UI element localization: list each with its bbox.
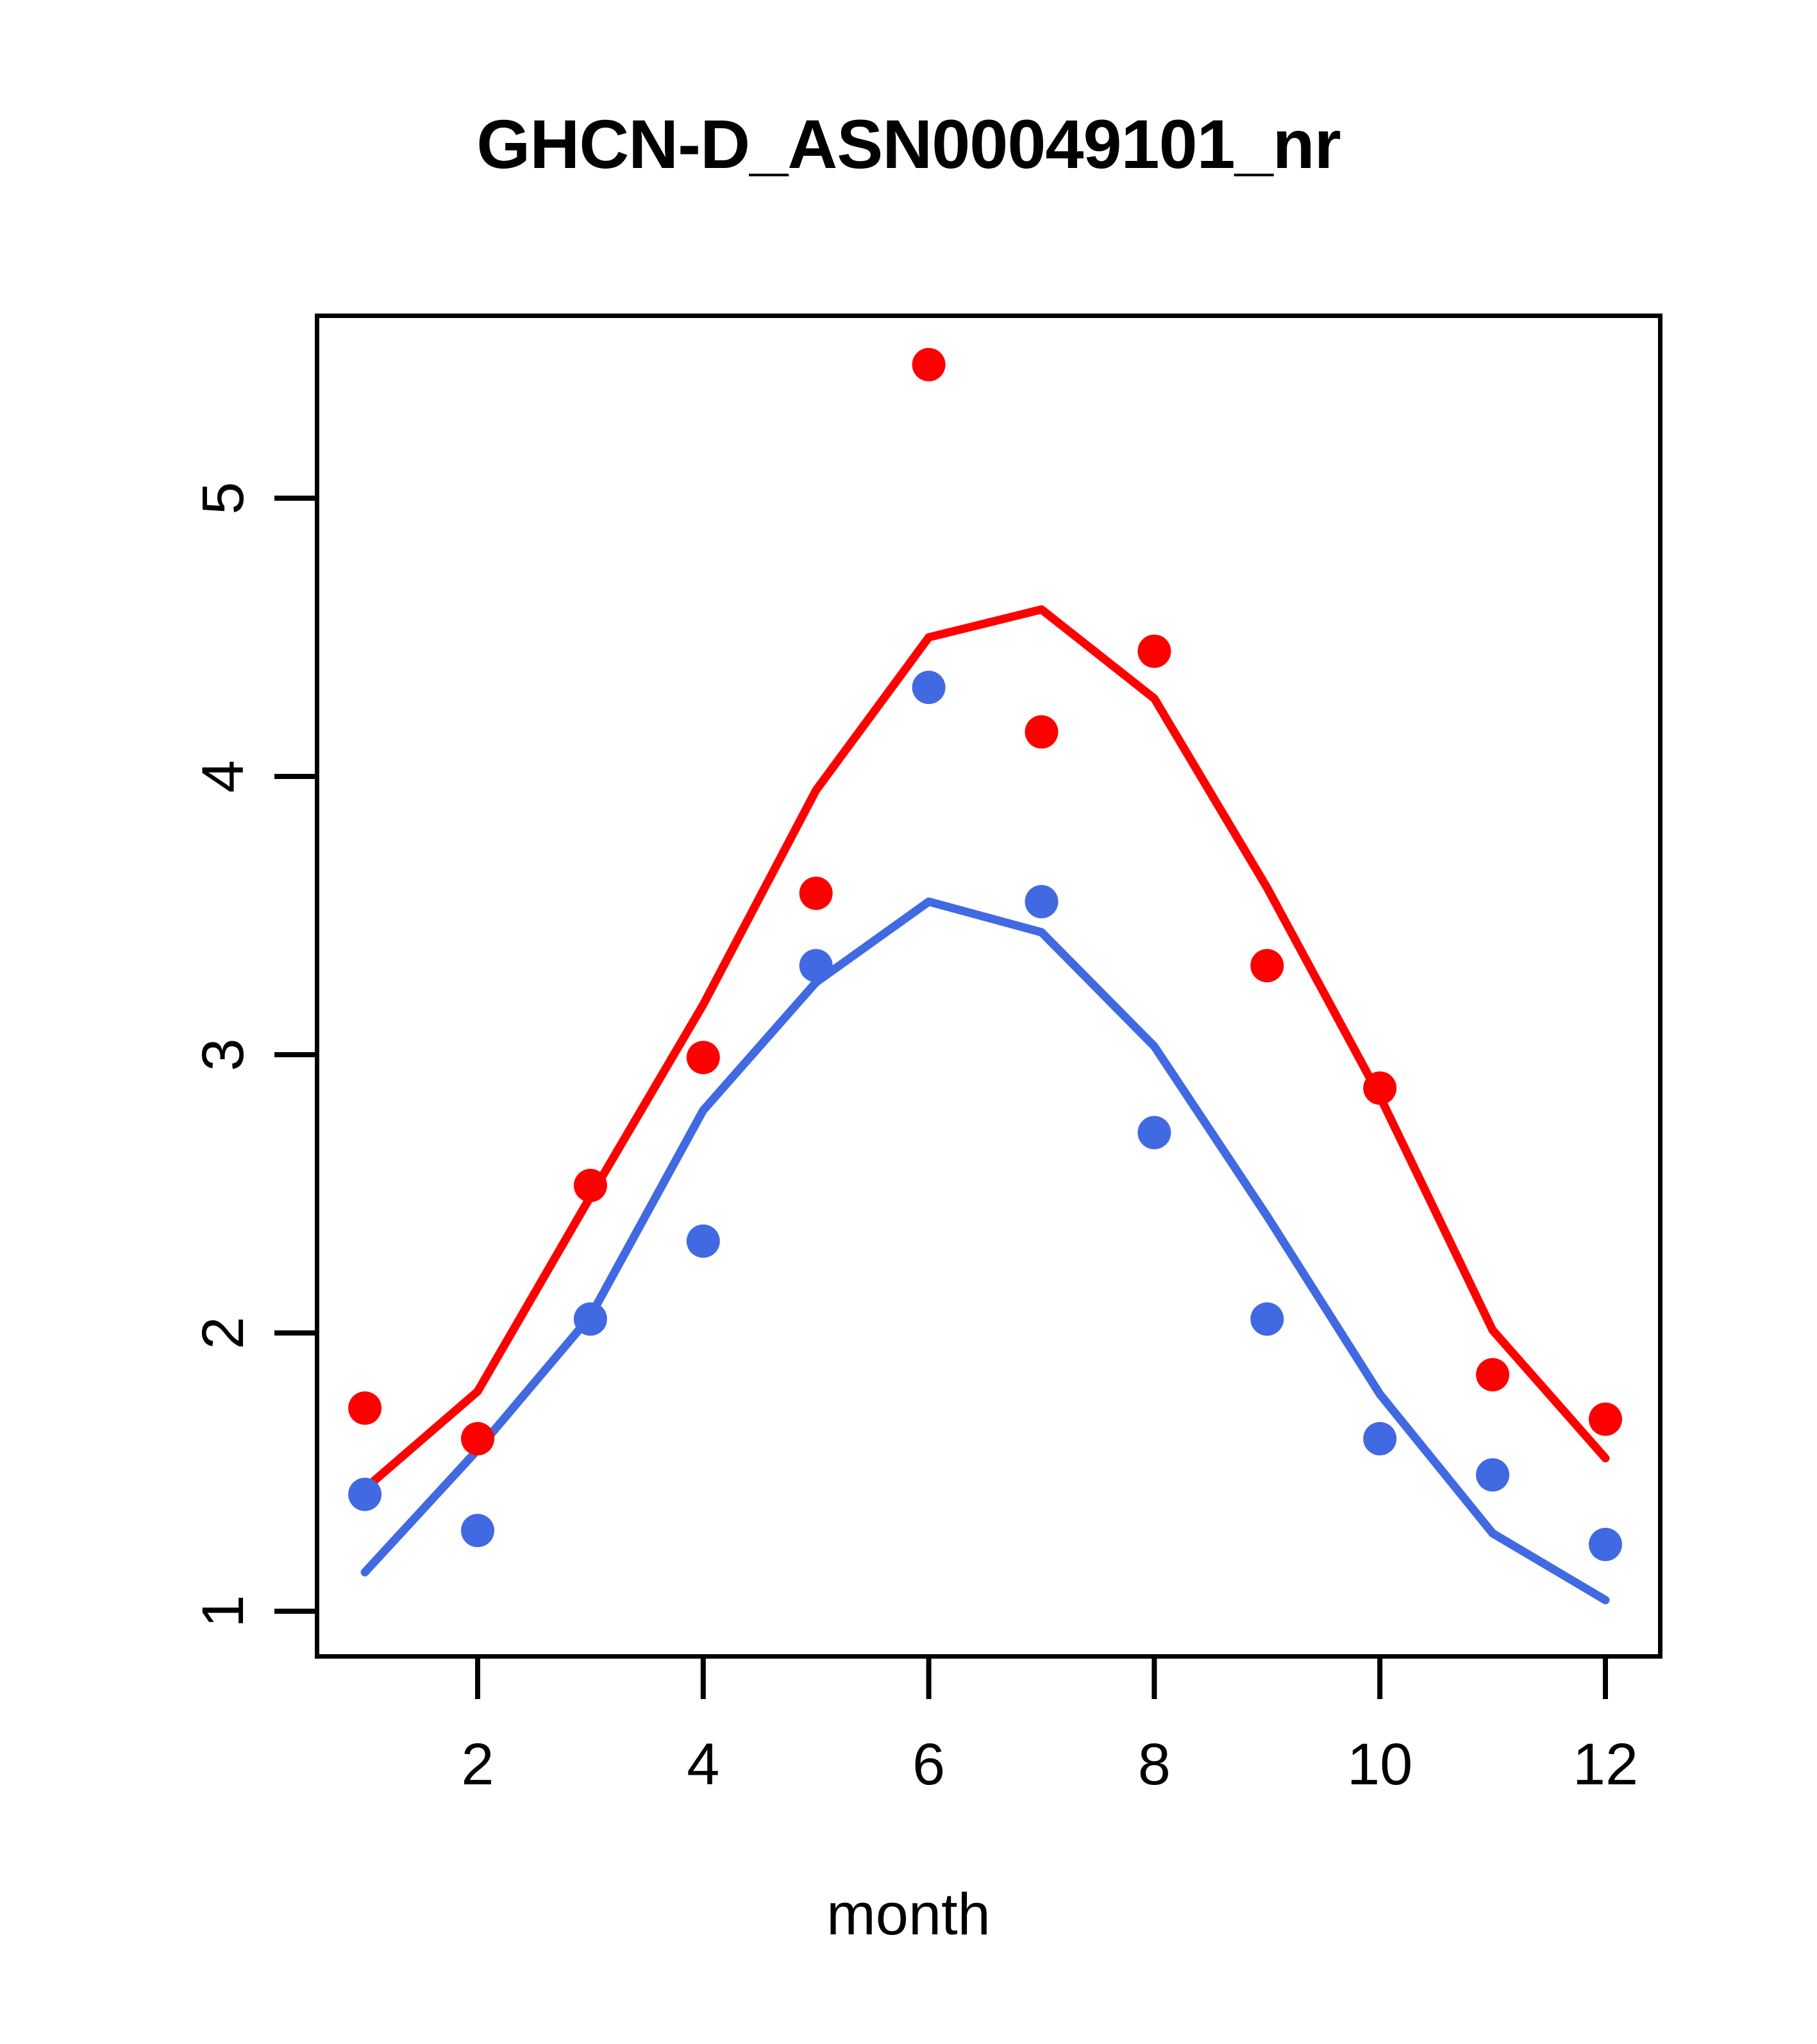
- x-axis-tick-label: 8: [1137, 1732, 1171, 1797]
- x-axis-tick-label: 10: [1347, 1732, 1413, 1797]
- x-axis-tick-label: 6: [912, 1732, 946, 1797]
- x-axis-tick-label: 2: [461, 1732, 494, 1797]
- y-axis-tick-label: 5: [190, 482, 256, 515]
- y-axis-tick-label: 1: [190, 1595, 256, 1628]
- plot-area-border: [315, 314, 1662, 1659]
- x-axis-label: month: [826, 1882, 991, 1947]
- y-axis-tick-label: 4: [190, 760, 256, 793]
- y-axis-tick-label: 3: [190, 1038, 256, 1071]
- y-axis-tick-label: 2: [190, 1316, 256, 1350]
- x-axis-tick-label: 12: [1572, 1732, 1639, 1797]
- page-title: GHCN-D_ASN00049101_nr: [476, 105, 1341, 183]
- x-axis-tick-label: 4: [687, 1732, 720, 1797]
